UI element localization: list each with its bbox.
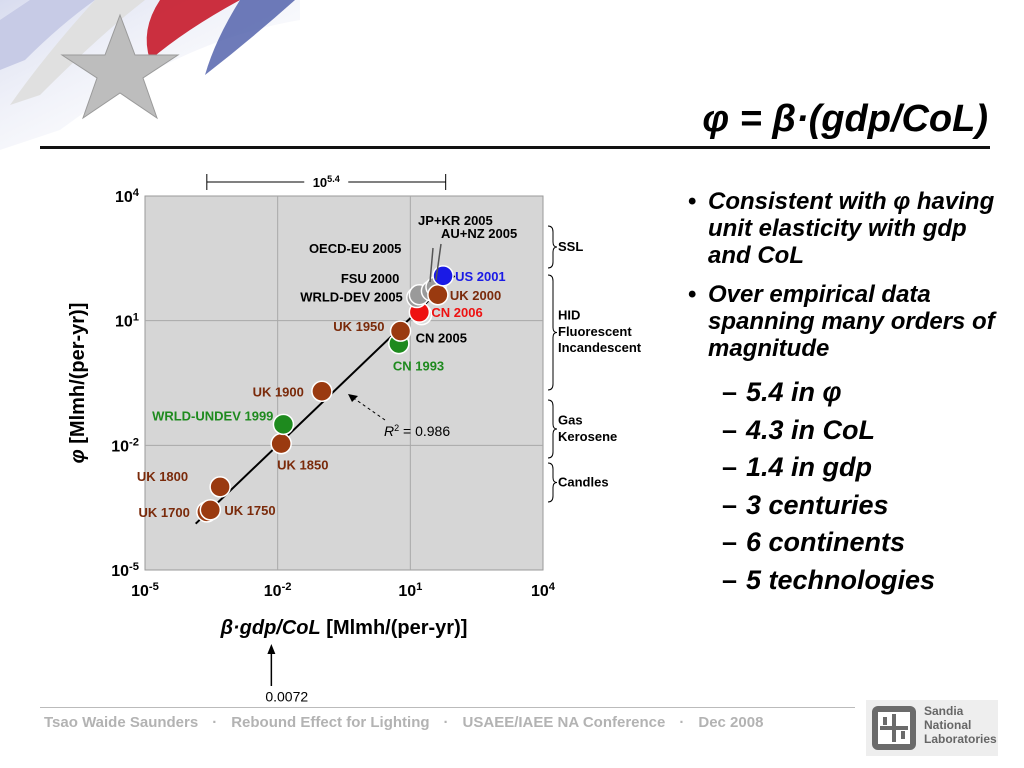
y-axis-label: φ [Mlmh/(per-yr)] (67, 303, 89, 464)
y-tick-label-3: 10-5 (111, 561, 139, 580)
category-brace-2 (547, 399, 558, 459)
data-point-5 (311, 380, 333, 403)
data-point-3 (270, 432, 292, 455)
y-tick-label-1: 101 (115, 312, 139, 331)
point-label-11: FSU 2000 (341, 271, 400, 286)
point-label-10: WRLD-DEV 2005 (300, 290, 403, 305)
category-brace-3 (547, 462, 558, 503)
sandia-logo-text: Sandia National Laboratories (924, 704, 997, 746)
data-point-4 (272, 413, 295, 436)
sub-bullet-3: 1.4 in gdp (686, 449, 1006, 487)
point-label-7: UK 1950 (333, 319, 384, 334)
footer: Tsao Waide Saunders · Rebound Effect for L… (44, 714, 764, 731)
point-label-0: UK 1700 (139, 505, 190, 520)
point-label-5: UK 1900 (253, 384, 304, 399)
span-label: 105.4 (313, 174, 341, 190)
sub-bullet-6: 5 technologies (686, 562, 1006, 600)
x-annotation-arrow-head (267, 644, 276, 654)
log-log-scatter-chart: 10-5 10-2 101 104 104 101 10-2 10-5 β·gdp/CoL [M… (67, 170, 642, 704)
data-point-7 (389, 320, 412, 342)
y-tick-label-0: 104 (115, 187, 140, 206)
flag-star-graphic (0, 0, 300, 150)
span-label-bg (304, 170, 349, 190)
point-label-15: US 2001 (455, 269, 506, 284)
data-point-14 (427, 284, 449, 306)
r2-arrow-line (351, 396, 386, 421)
category-brace-1 (547, 274, 558, 391)
category-label-0: SSL (558, 239, 583, 254)
title-divider (40, 146, 990, 149)
sub-bullet-5: 6 continents (686, 524, 1006, 562)
category-label-3: Candles (558, 475, 609, 490)
point-label-3: UK 1850 (277, 458, 328, 473)
bullet-2: Over empirical data spanning many orders… (686, 281, 1006, 362)
point-label-13: JP+KR 2005 (418, 213, 493, 228)
category-label-2: Gas Kerosene (558, 413, 617, 444)
x-tick-label-1: 10-2 (264, 581, 292, 600)
data-point-2 (209, 476, 231, 498)
footer-authors: Tsao Waide Saunders (44, 714, 199, 731)
point-label-8: CN 2005 (416, 331, 467, 346)
annotation-arrow-2 (429, 247, 434, 283)
point-label-12: OECD-EU 2005 (309, 241, 401, 256)
x-annotation-label: 0.0072 (265, 688, 308, 704)
point-label-9: CN 2006 (431, 305, 482, 320)
y-tick-label-2: 10-2 (111, 436, 139, 455)
bullet-1: Consistent with φ having unit elasticity… (686, 188, 1006, 269)
sub-bullet-4: 3 centuries (686, 487, 1006, 525)
x-axis-label: β·gdp/CoL [Mlmh/(per-yr)] (220, 617, 468, 639)
data-point-15 (432, 265, 454, 287)
point-label-1: UK 1750 (224, 503, 275, 518)
bullet-list: Consistent with φ having unit elasticity… (686, 188, 1006, 599)
point-label-2: UK 1800 (137, 469, 188, 484)
point-label-14: UK 2000 (450, 288, 501, 303)
sub-bullet-2: 4.3 in CoL (686, 412, 1006, 450)
x-tick-label-0: 10-5 (131, 581, 159, 600)
category-brace-0 (547, 225, 558, 269)
footer-talk-title: Rebound Effect for Lighting (231, 714, 430, 731)
point-label-6: CN 1993 (393, 359, 444, 374)
x-tick-label-3: 104 (531, 581, 556, 600)
footer-date: Dec 2008 (698, 714, 764, 731)
slide-title: φ = β·(gdp/CoL) (702, 98, 988, 140)
point-label-4: WRLD-UNDEV 1999 (152, 408, 273, 423)
annotation-arrow-1 (435, 243, 442, 281)
data-point-1 (199, 499, 222, 521)
sub-bullet-1: 5.4 in φ (686, 374, 1006, 412)
footer-conference: USAEE/IAEE NA Conference (462, 714, 666, 731)
category-label-1: HID Fluorescent Incandescent (558, 308, 642, 356)
footer-divider (40, 707, 855, 708)
r2-label: R2 = 0.986 (384, 423, 450, 439)
sandia-logo (866, 700, 998, 756)
annotation-au-nz: AU+NZ 2005 (441, 226, 517, 241)
x-tick-label-2: 101 (398, 581, 422, 600)
r2-arrow-head (348, 394, 358, 402)
